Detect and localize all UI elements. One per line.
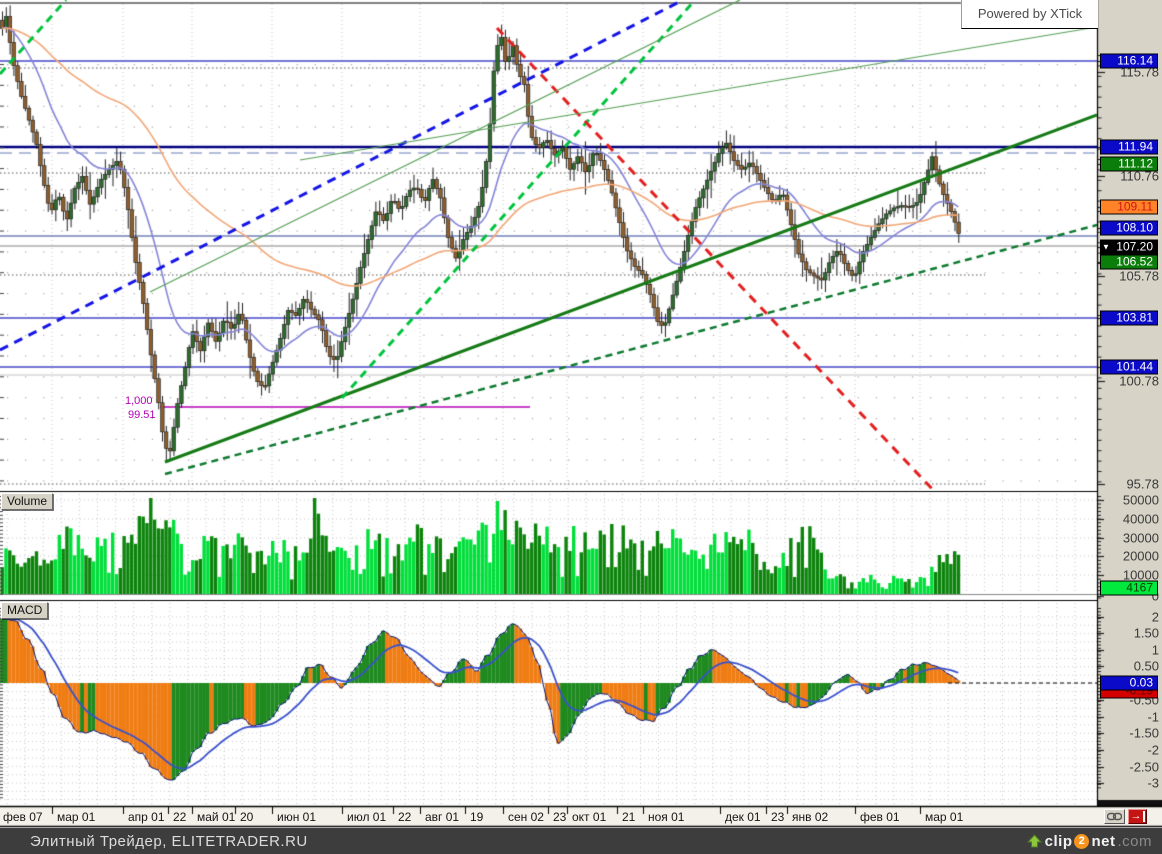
time-axis-label: 23 bbox=[771, 810, 785, 824]
price-axis-badge-green: 106.52 bbox=[1100, 254, 1158, 270]
time-axis-label: янв 02 bbox=[792, 810, 829, 824]
volume-axis-label: 20000 bbox=[1122, 548, 1159, 564]
watermark-2-badge: 2 bbox=[1074, 833, 1090, 849]
chart-canvas[interactable] bbox=[0, 0, 1162, 828]
time-axis-label: ноя 01 bbox=[648, 810, 685, 824]
price-axis-badge-blue: 108.10 bbox=[1100, 220, 1158, 236]
measure-line-price-label: 99.51 bbox=[128, 409, 156, 421]
current-price-marker-icon: ▼ bbox=[1102, 242, 1110, 252]
macd-axis-badge-blue: 0.03 bbox=[1100, 675, 1158, 691]
link-button[interactable] bbox=[1104, 809, 1125, 824]
price-axis-badge-black: ▼ 107.20 bbox=[1100, 239, 1158, 255]
macd-axis-label: -1 bbox=[1147, 709, 1159, 725]
macd-axis-label: -2 bbox=[1147, 742, 1159, 758]
time-axis-label: 23 bbox=[553, 810, 567, 824]
time-axis-label: 22 bbox=[398, 810, 412, 824]
price-axis-label: 105.78 bbox=[1119, 268, 1159, 284]
macd-axis-label: 1 bbox=[1151, 642, 1159, 658]
macd-axis-label: 1.50 bbox=[1133, 625, 1159, 641]
price-axis-badge-blue: 103.81 bbox=[1100, 310, 1158, 326]
scroll-to-end-button[interactable]: → bbox=[1128, 809, 1147, 824]
time-axis-label: 19 bbox=[470, 810, 484, 824]
clip2net-watermark: clip 2 net .com bbox=[1026, 828, 1152, 854]
volume-axis-label: 50000 bbox=[1122, 492, 1159, 508]
watermark-clip: clip bbox=[1044, 832, 1073, 850]
time-axis-label: дек 01 bbox=[725, 810, 761, 824]
price-axis-label: 95.78 bbox=[1126, 476, 1159, 492]
volume-axis-label: 40000 bbox=[1122, 511, 1159, 527]
time-axis-label: окт 01 bbox=[572, 810, 607, 824]
volume-axis-label: 10000 bbox=[1122, 567, 1159, 583]
macd-axis-label: -1.50 bbox=[1129, 725, 1159, 741]
macd-axis-label: -3 bbox=[1147, 775, 1159, 791]
price-axis-badge-blue: 116.14 bbox=[1100, 53, 1158, 69]
time-axis-label: июл 01 bbox=[347, 810, 387, 824]
time-axis-label: 22 bbox=[173, 810, 187, 824]
price-axis-badge-orange: 109.11 bbox=[1100, 199, 1158, 215]
price-axis-label: 110.76 bbox=[1120, 168, 1159, 184]
time-axis-label: июн 01 bbox=[277, 810, 317, 824]
status-bar: Элитный Трейдер, ELITETRADER.RU clip 2 n… bbox=[0, 828, 1162, 854]
macd-panel-title[interactable]: MACD bbox=[1, 602, 49, 619]
chain-link-icon bbox=[1107, 812, 1122, 821]
time-axis-label: фев 07 bbox=[3, 810, 43, 824]
time-axis-label: фев 01 bbox=[860, 810, 900, 824]
time-axis: → фев 07 мар 01 апр 01 22 май 01 20 июн 01 июл … bbox=[0, 807, 1162, 826]
time-axis-label: мар 01 bbox=[57, 810, 96, 824]
powered-by-label: Powered by XTick bbox=[961, 0, 1098, 29]
volume-axis-badge-volgreen: 4167 bbox=[1100, 580, 1158, 596]
price-axis-label: 100.78 bbox=[1119, 373, 1159, 389]
macd-axis-label: 2 bbox=[1151, 609, 1159, 625]
volume-panel-title[interactable]: Volume bbox=[1, 493, 54, 510]
watermark-net: net bbox=[1091, 832, 1116, 850]
price-axis-badge-blue: 111.94 bbox=[1100, 139, 1158, 155]
time-axis-label: май 01 bbox=[197, 810, 236, 824]
macd-axis-label: -2.50 bbox=[1129, 759, 1159, 775]
price-axis-gutter: 115.78 110.76 105.78 100.78 95.78 116.14 111.9… bbox=[1098, 0, 1162, 826]
arrow-to-bar-icon: → bbox=[1131, 811, 1145, 822]
time-axis-label: апр 01 bbox=[128, 810, 165, 824]
status-text: Элитный Трейдер, ELITETRADER.RU bbox=[30, 832, 308, 850]
time-axis-label: мар 01 bbox=[925, 810, 964, 824]
measure-line-value-label: 1,000 bbox=[125, 395, 153, 407]
watermark-com: .com bbox=[1117, 832, 1152, 850]
time-axis-label: 20 bbox=[240, 810, 254, 824]
price-axis-badge-green: 111.12 bbox=[1100, 156, 1158, 172]
time-axis-label: 21 bbox=[622, 810, 636, 824]
upload-arrow-icon bbox=[1026, 833, 1042, 847]
volume-axis-label: 30000 bbox=[1122, 530, 1159, 546]
macd-axis-label: 0.50 bbox=[1133, 658, 1159, 674]
price-axis-badge-blue: 101.44 bbox=[1100, 359, 1158, 375]
time-axis-label: авг 01 bbox=[425, 810, 460, 824]
volume-axis-label: 0 bbox=[1151, 588, 1159, 604]
time-axis-label: сен 02 bbox=[508, 810, 544, 824]
